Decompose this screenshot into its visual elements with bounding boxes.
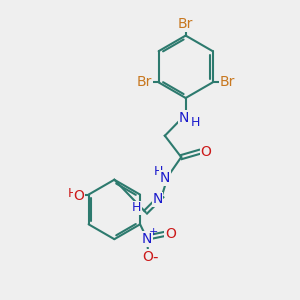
Text: Br: Br [137, 75, 152, 89]
Text: N: N [142, 232, 152, 246]
Text: Br: Br [178, 17, 194, 31]
Text: O: O [73, 189, 84, 203]
Text: N: N [152, 192, 163, 206]
Text: H: H [132, 201, 141, 214]
Text: -: - [152, 250, 158, 265]
Text: O: O [165, 227, 176, 241]
Text: Br: Br [219, 75, 235, 89]
Text: N: N [179, 111, 189, 125]
Text: H: H [190, 116, 200, 129]
Text: O: O [143, 250, 154, 264]
Text: H: H [68, 187, 77, 200]
Text: H: H [153, 166, 163, 178]
Text: O: O [201, 145, 212, 159]
Text: +: + [148, 227, 158, 237]
Text: N: N [160, 171, 170, 185]
